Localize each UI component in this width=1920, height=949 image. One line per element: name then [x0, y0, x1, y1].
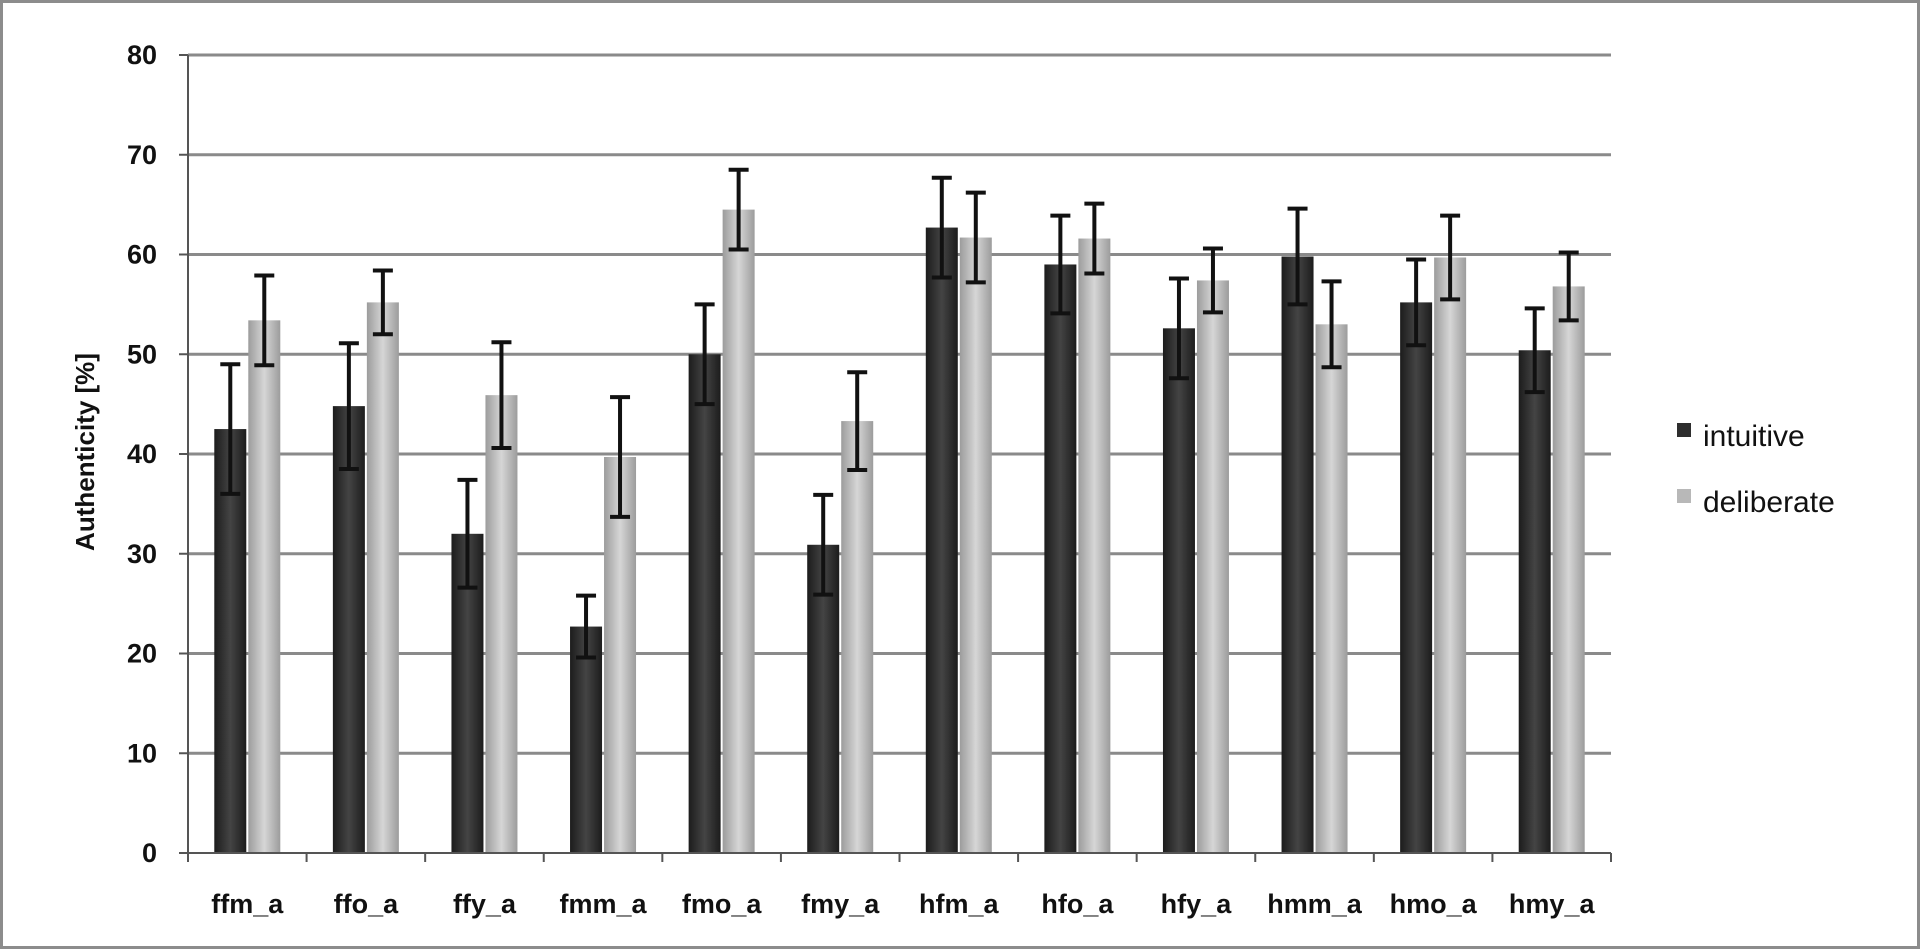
legend-swatch-deliberate [1677, 489, 1691, 503]
bar-deliberate-ffo_a [366, 302, 399, 853]
legend-label-intuitive: intuitive [1703, 420, 1805, 453]
bar-intuitive-hfo_a [1044, 264, 1077, 854]
bar-deliberate-ffm_a [248, 320, 281, 854]
bar-deliberate-fmy_a [841, 421, 874, 853]
bar-chart: 0 10 20 30 40 50 60 70 80 ffm_a ffo_a ffy_a fmm_a fm… [70, 40, 1835, 919]
bar-intuitive-hmm_a [1281, 256, 1314, 853]
error-bars [220, 167, 1579, 660]
legend-swatch-intuitive [1677, 423, 1691, 437]
bar-deliberate-hfo_a [1078, 238, 1111, 854]
bar-deliberate-ffy_a [485, 395, 518, 853]
bar-deliberate-fmo_a [722, 209, 755, 854]
bar-intuitive-hfm_a [925, 227, 958, 853]
x-category-label: fmm_a [560, 889, 648, 919]
bar-deliberate-hmy_a [1552, 286, 1585, 853]
legend-label-deliberate: deliberate [1703, 486, 1835, 519]
x-category-label: ffy_a [453, 889, 517, 919]
bar-intuitive-ffo_a [332, 406, 365, 853]
y-tick-label: 60 [127, 240, 157, 270]
y-tick-label: 20 [127, 639, 157, 669]
bar-intuitive-fmm_a [570, 626, 603, 853]
y-tick-label: 80 [127, 40, 157, 70]
y-tick-label: 30 [127, 539, 157, 569]
x-category-label: hmm_a [1267, 889, 1363, 919]
x-category-label: hfo_a [1041, 889, 1114, 919]
y-axis-title: Authenticity [%] [70, 353, 100, 551]
x-category-label: hmy_a [1509, 889, 1596, 919]
legend: intuitive deliberate [1677, 420, 1835, 519]
bars [214, 209, 1585, 854]
gridlines [188, 53, 1611, 755]
bar-deliberate-hfy_a [1196, 280, 1229, 853]
y-tick-label: 40 [127, 439, 157, 469]
bar-intuitive-hmo_a [1400, 302, 1433, 853]
bar-deliberate-hmm_a [1315, 324, 1348, 853]
y-tick-labels: 0 10 20 30 40 50 60 70 80 [127, 40, 157, 868]
bar-deliberate-hfm_a [959, 237, 992, 854]
bar-intuitive-ffm_a [214, 429, 247, 853]
bar-intuitive-hmy_a [1518, 350, 1551, 853]
x-category-label: fmo_a [682, 889, 763, 919]
bar-deliberate-fmm_a [604, 456, 637, 853]
y-tick-label: 10 [127, 738, 157, 768]
bar-intuitive-hfy_a [1162, 328, 1195, 853]
x-category-label: hfy_a [1161, 889, 1233, 919]
x-category-label: hfm_a [919, 889, 1000, 919]
bar-intuitive-fmo_a [688, 354, 721, 853]
y-tick-label: 70 [127, 140, 157, 170]
x-category-labels: ffm_a ffo_a ffy_a fmm_a fmo_a fmy_a hfm_a hfo_a… [211, 889, 1595, 919]
bar-deliberate-hmo_a [1434, 257, 1467, 853]
x-category-label: ffm_a [211, 889, 284, 919]
x-category-label: ffo_a [334, 889, 399, 919]
y-tick-label: 50 [127, 339, 157, 369]
axes [179, 54, 1612, 862]
x-category-label: hmo_a [1390, 889, 1478, 919]
y-tick-label: 0 [142, 838, 157, 868]
x-category-label: fmy_a [801, 889, 880, 919]
